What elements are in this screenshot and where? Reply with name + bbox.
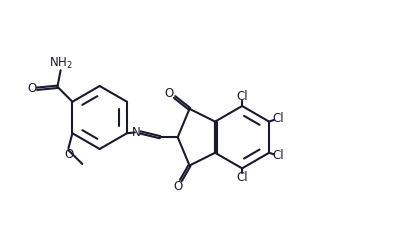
Text: Cl: Cl bbox=[236, 171, 248, 184]
Text: N: N bbox=[132, 126, 140, 139]
Text: Cl: Cl bbox=[273, 112, 284, 125]
Text: O: O bbox=[27, 82, 36, 95]
Text: O: O bbox=[173, 180, 182, 193]
Text: Cl: Cl bbox=[236, 90, 248, 103]
Text: Cl: Cl bbox=[273, 149, 284, 162]
Text: O: O bbox=[64, 148, 74, 161]
Text: NH$_2$: NH$_2$ bbox=[49, 56, 72, 71]
Text: O: O bbox=[164, 86, 174, 100]
